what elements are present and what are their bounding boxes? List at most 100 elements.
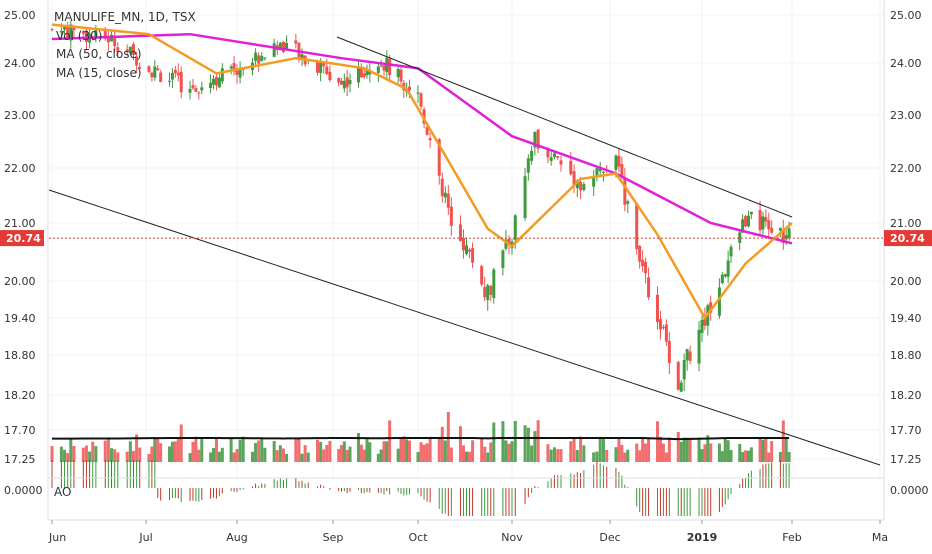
candle-body: [417, 92, 420, 93]
volume-bar: [194, 437, 197, 462]
volume-bar: [380, 449, 383, 462]
candle-body: [150, 73, 153, 78]
ao-bar: [531, 488, 532, 493]
volume-bar: [72, 446, 75, 462]
candle-body: [325, 67, 328, 74]
volume-bar: [527, 428, 530, 462]
candle-body: [337, 78, 340, 82]
volume-bar: [209, 452, 212, 462]
ao-axis-label-left: 0.0000: [4, 484, 43, 497]
volume-bar: [569, 441, 572, 462]
volume-bar: [483, 447, 486, 462]
ao-bar: [175, 488, 176, 498]
volume-bar: [689, 438, 692, 462]
volume-bar: [617, 437, 620, 462]
volume-bar: [623, 453, 626, 462]
volume-bar: [471, 440, 474, 462]
ao-bar: [725, 488, 726, 505]
ao-bar: [789, 463, 790, 488]
volume-bar: [573, 438, 576, 462]
ao-bar: [528, 488, 529, 497]
ao-bar: [195, 488, 196, 501]
volume-bar: [767, 452, 770, 462]
candle-body: [659, 319, 662, 329]
x-tick-label: 2019: [687, 531, 718, 544]
volume-bar: [560, 449, 563, 462]
ao-bar: [593, 465, 594, 488]
y-tick-label: 17.70: [4, 424, 36, 437]
y-tick-label: 18.80: [4, 349, 36, 362]
y-tick-label: 17.25: [890, 453, 922, 466]
volume-bar: [297, 438, 300, 462]
ao-bar: [554, 475, 555, 488]
ao-bar: [430, 488, 431, 502]
volume-bar: [260, 438, 263, 462]
ao-bar: [684, 488, 685, 516]
ao-bar: [534, 486, 535, 488]
volume-bar: [171, 442, 174, 462]
legend-symbol: MANULIFE_MN, 1D, TSX: [54, 10, 196, 24]
volume-bar: [107, 437, 110, 462]
ao-bar: [525, 488, 526, 504]
ao-bar: [493, 488, 494, 516]
ao-bar: [739, 484, 740, 488]
ao-bar: [201, 488, 202, 500]
ao-bar: [690, 488, 691, 516]
candle-body: [263, 58, 266, 59]
volume-bar: [514, 421, 517, 462]
candle-body: [156, 68, 159, 70]
candle-body: [197, 93, 200, 94]
ao-bar: [409, 488, 410, 495]
volume-bar: [94, 446, 97, 462]
y-tick-label: 17.70: [890, 424, 922, 437]
ao-bar: [70, 460, 71, 488]
volume-bar: [511, 441, 514, 462]
volume-bar: [501, 421, 504, 462]
volume-bar: [368, 442, 371, 462]
candle-body: [761, 216, 764, 229]
candle-body: [698, 330, 701, 364]
ao-bar: [231, 488, 232, 491]
ao-bar: [358, 488, 359, 490]
ao-bar: [600, 463, 601, 488]
candle-body: [617, 156, 620, 167]
ao-bar: [283, 480, 284, 488]
ao-bar: [427, 488, 428, 502]
candle-body: [614, 156, 617, 170]
volume-bar: [599, 437, 602, 462]
volume-bar: [388, 420, 391, 462]
y-tick-label: 25.00: [890, 9, 922, 22]
ao-bar: [515, 488, 516, 516]
candle-body: [750, 212, 753, 214]
legend-volume: Vol (30): [56, 29, 102, 43]
x-tick-label: Oct: [408, 531, 428, 544]
candle-body: [171, 73, 174, 80]
volume-bar: [462, 446, 465, 462]
ao-bar: [169, 488, 170, 500]
volume-bar: [782, 420, 785, 462]
volume-bar: [744, 450, 747, 462]
volume-bar: [450, 448, 453, 462]
volume-bar: [459, 426, 462, 462]
volume-bar: [698, 438, 701, 462]
ao-bar: [710, 488, 711, 516]
candle-body: [180, 72, 183, 92]
volume-bar: [665, 452, 668, 462]
ao-bar: [765, 464, 766, 488]
ao-bar: [783, 464, 784, 488]
candle-body: [465, 245, 468, 254]
volume-bar: [273, 441, 276, 462]
volume-bar: [366, 439, 369, 462]
ao-bar: [295, 477, 296, 488]
candle-body: [701, 320, 704, 333]
volume-bar: [257, 440, 260, 462]
candle-body: [159, 73, 162, 82]
volume-bar: [785, 437, 788, 462]
volume-bar: [276, 450, 279, 462]
volume-bar: [533, 431, 536, 462]
candle-body: [221, 68, 224, 81]
volume-bar: [553, 447, 556, 462]
ao-bar: [424, 488, 425, 500]
volume-bar: [480, 439, 483, 462]
ao-bar: [240, 488, 241, 490]
